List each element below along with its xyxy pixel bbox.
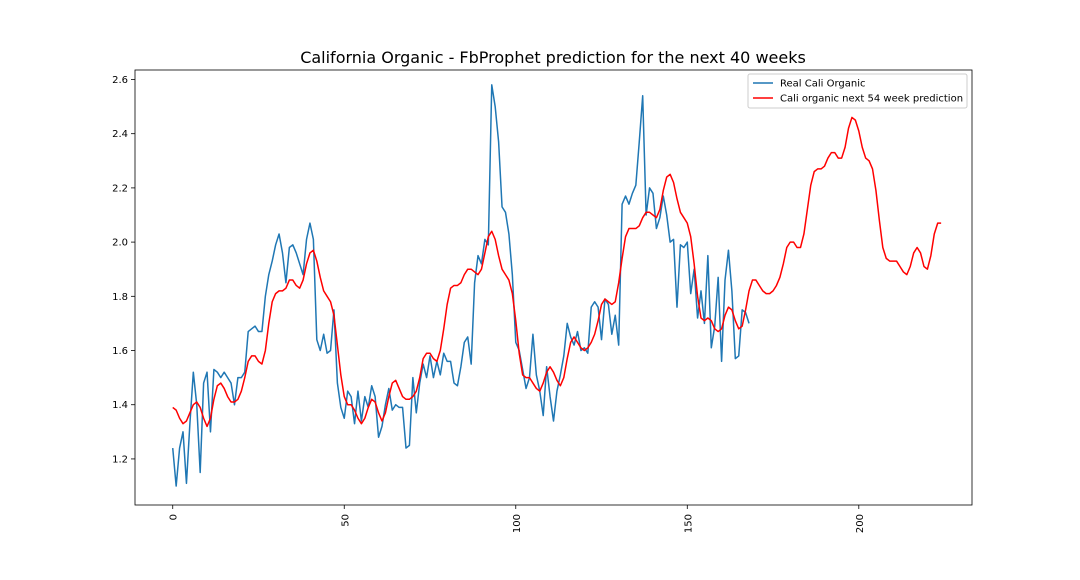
y-tick-label: 2.4 xyxy=(112,129,128,140)
series-line-1 xyxy=(172,116,942,428)
y-tick-label: 1.6 xyxy=(112,346,128,357)
legend: Real Cali Organic Cali organic next 54 we… xyxy=(747,73,968,109)
y-tick-label: 2.0 xyxy=(112,238,128,249)
x-axis: 0 50 100 150 200 xyxy=(169,505,866,533)
series-layer xyxy=(171,84,942,487)
legend-box xyxy=(747,73,968,109)
y-tick-label: 1.2 xyxy=(112,454,128,465)
y-tick-label: 1.8 xyxy=(112,292,128,303)
x-tick-label: 150 xyxy=(683,514,694,533)
y-tick-label: 2.6 xyxy=(112,75,128,86)
y-tick-label: 2.2 xyxy=(112,183,128,194)
y-axis: 1.2 1.4 1.6 1.8 2.0 2.2 2.4 2.6 xyxy=(112,75,135,465)
legend-label-0: Real Cali Organic xyxy=(780,79,865,90)
x-tick-label: 100 xyxy=(512,514,523,533)
series-line-0 xyxy=(171,84,750,487)
plot-frame xyxy=(134,69,973,506)
x-tick-label: 0 xyxy=(169,514,180,520)
legend-label-1: Cali organic next 54 week prediction xyxy=(780,94,963,105)
y-tick-label: 1.4 xyxy=(112,400,128,411)
chart-title: California Organic - FbProphet predictio… xyxy=(300,48,806,67)
x-tick-label: 200 xyxy=(855,514,866,533)
x-tick-label: 50 xyxy=(340,514,351,527)
